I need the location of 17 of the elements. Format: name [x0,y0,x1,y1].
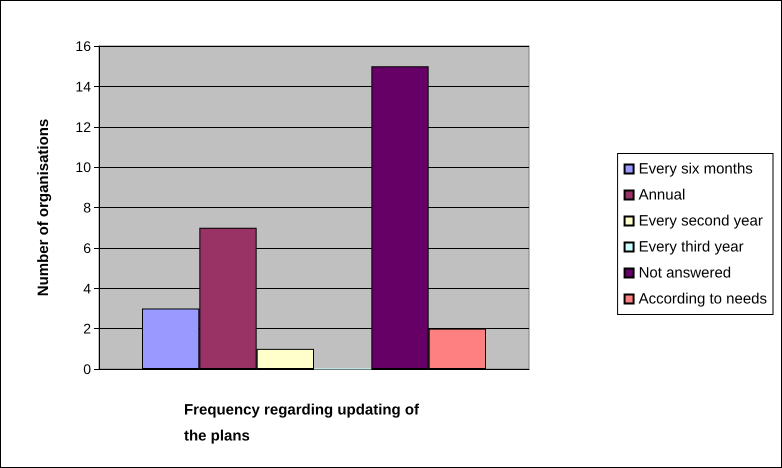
legend-label: Every second year [638,212,763,230]
y-axis-title: Number of organisations [35,118,52,296]
y-tick-label: 8 [83,200,92,216]
y-tick-label: 10 [75,159,92,176]
legend-label: Every third year [638,238,744,256]
y-tick-label: 14 [75,78,92,94]
x-axis-title: Frequency regarding updating of the plans [184,402,424,444]
legend-label: According to needs [638,290,768,308]
legend-label: Every six months [638,160,753,178]
y-tick-label: 6 [83,240,92,256]
y-tick-label: 4 [83,280,92,296]
legend-label: Annual [638,186,686,204]
y-tick-label: 12 [75,118,92,135]
y-tick-label: 0 [83,361,92,377]
legend-label: Not answered [638,264,732,282]
y-tick-label: 2 [83,320,92,337]
y-tick-label: 16 [75,38,92,54]
